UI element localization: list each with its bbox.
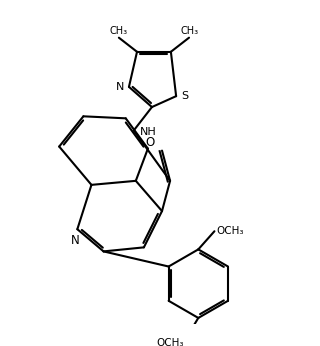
- Text: OCH₃: OCH₃: [157, 338, 184, 346]
- Text: O: O: [146, 136, 155, 148]
- Text: CH₃: CH₃: [109, 26, 127, 36]
- Text: N: N: [71, 234, 80, 247]
- Text: OCH₃: OCH₃: [216, 226, 244, 236]
- Text: N: N: [116, 82, 124, 92]
- Text: NH: NH: [140, 127, 156, 137]
- Text: S: S: [181, 91, 188, 101]
- Text: CH₃: CH₃: [181, 26, 199, 36]
